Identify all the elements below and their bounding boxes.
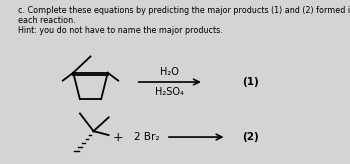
Text: c. Complete these equations by predicting the major products (1) and (2) formed : c. Complete these equations by predictin… — [18, 6, 350, 15]
Text: Hint: you do not have to name the major products.: Hint: you do not have to name the major … — [18, 26, 223, 35]
Text: 2 Br₂: 2 Br₂ — [134, 132, 160, 142]
Text: (2): (2) — [242, 132, 259, 142]
Text: H₂O: H₂O — [160, 67, 179, 77]
Text: H₂SO₄: H₂SO₄ — [155, 87, 184, 97]
Text: each reaction.: each reaction. — [18, 16, 76, 25]
Text: (1): (1) — [242, 77, 259, 87]
Text: +: + — [113, 131, 124, 144]
